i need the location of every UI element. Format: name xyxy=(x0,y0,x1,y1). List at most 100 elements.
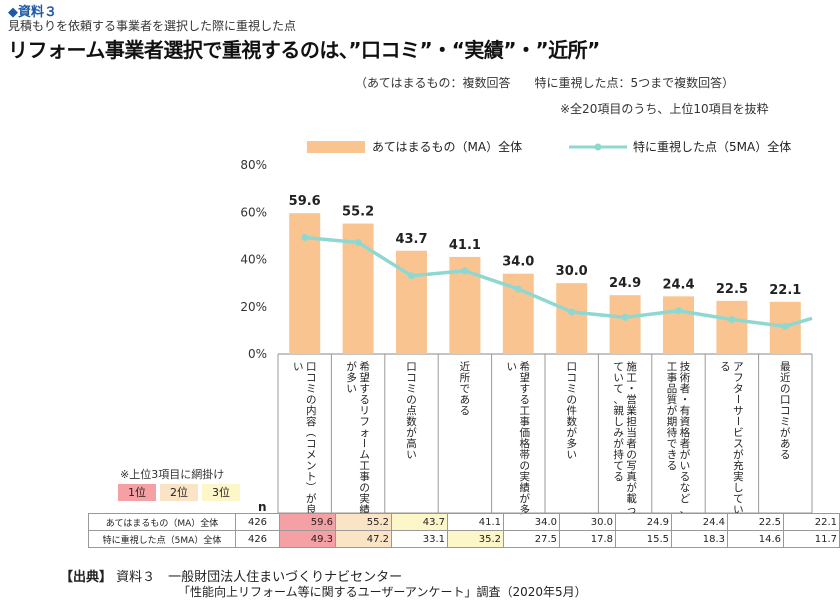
category-label-char: 望 xyxy=(359,371,370,384)
category-label-char: ス xyxy=(733,438,744,450)
category-label-char: 多 xyxy=(520,503,531,516)
category-label-char: コ xyxy=(780,405,791,417)
category-label-char: 質 xyxy=(667,393,678,406)
table-cell: 22.1 xyxy=(783,513,840,531)
category-label-char: 良 xyxy=(306,503,317,516)
table-row: あてはまるもの（MA）全体 426 59.6 55.2 43.7 41.1 34… xyxy=(88,513,840,531)
category-label-char: サ xyxy=(733,405,744,417)
category-label-char: 有 xyxy=(680,404,691,417)
category-label-char: の xyxy=(406,394,417,406)
category-label-char: 実 xyxy=(733,470,744,483)
category-label-char: 期 xyxy=(667,416,678,428)
category-label-char: コ xyxy=(306,372,317,384)
category-label-char: し xyxy=(733,482,744,494)
rank-3-box: 3位 xyxy=(202,484,240,501)
category-label-char: 績 xyxy=(520,481,531,494)
category-label-char: 、 xyxy=(680,504,691,516)
category-label-char: 施 xyxy=(626,360,637,373)
category-label-char: が xyxy=(566,426,577,439)
bar-value-label: 34.0 xyxy=(502,255,534,270)
category-label-char: 充 xyxy=(733,459,744,472)
row-n: 426 xyxy=(235,530,280,548)
category-label-char: 親 xyxy=(613,404,624,417)
category-label-char: 件 xyxy=(566,405,577,417)
category-label-char: 写 xyxy=(626,460,637,472)
category-label-char: 術 xyxy=(680,371,691,384)
data-table: あてはまるもの（MA）全体 426 59.6 55.2 43.7 41.1 34… xyxy=(88,513,840,548)
category-label-char: ど xyxy=(680,493,691,505)
table-cell: 15.5 xyxy=(615,530,672,548)
category-label-char: 業 xyxy=(626,404,637,417)
rank-1-box: 1位 xyxy=(118,484,156,501)
category-label-char: 格 xyxy=(520,437,531,450)
table-cell: 18.3 xyxy=(671,530,728,548)
answer-condition: （あてはまるもの：複数回答 特に重視した点：5つまで複数回答） xyxy=(355,76,735,90)
category-label-char: 希 xyxy=(359,360,370,373)
bar-value-label: 22.1 xyxy=(769,283,801,298)
category-label-char: 口 xyxy=(566,361,577,373)
category-label-char: の xyxy=(626,449,637,461)
table-cell: 22.5 xyxy=(727,513,784,531)
table-cell: 24.9 xyxy=(615,513,672,531)
category-label-char: る xyxy=(780,449,791,461)
category-label-char: 績 xyxy=(359,503,370,516)
table-cell: 47.2 xyxy=(335,530,392,548)
category-label-char: 口 xyxy=(780,394,791,406)
category-label-char: て xyxy=(613,361,624,373)
line-point xyxy=(675,307,682,315)
category-label-char: で xyxy=(667,438,678,450)
rank-2-box: 2位 xyxy=(160,484,198,501)
category-label-char: が xyxy=(520,492,531,505)
table-cell: 24.4 xyxy=(671,513,728,531)
source-line1: 資料３ 一般財団法人住まいづくりナビセンター xyxy=(116,570,403,585)
y-tick-label: 60% xyxy=(240,205,267,219)
source-label: 【出典】 xyxy=(60,570,113,585)
category-label-char: が xyxy=(626,481,637,494)
category-label-char: が xyxy=(346,360,357,373)
category-label-char: ー xyxy=(731,416,743,427)
table-cell: 49.3 xyxy=(279,530,336,548)
table-cell: 55.2 xyxy=(335,513,392,531)
category-label-char: が xyxy=(667,404,678,417)
bar-value-label: 55.2 xyxy=(342,205,374,220)
table-cell: 34.0 xyxy=(503,513,560,531)
category-label-char: い xyxy=(406,449,417,461)
category-label-char: 最 xyxy=(780,361,791,373)
category-label-char: る xyxy=(460,405,471,417)
category-label-char: 事 xyxy=(667,371,678,384)
category-label-char: ミ xyxy=(780,416,791,428)
category-label-char: の xyxy=(520,460,531,472)
category-label-char: が xyxy=(680,448,691,461)
bar-value-label: 24.4 xyxy=(662,277,694,292)
table-cell: 33.1 xyxy=(391,530,448,548)
category-label-char: 持 xyxy=(613,448,624,461)
table-cell: 27.5 xyxy=(503,530,560,548)
category-label-char: 望 xyxy=(520,371,531,384)
line-point xyxy=(461,267,469,275)
category-label-char: の xyxy=(359,482,370,494)
rank-shading-note: ※上位3項目に網掛け xyxy=(120,468,225,481)
bar-value-label: 30.0 xyxy=(556,264,588,279)
bar-value-label: 43.7 xyxy=(395,232,427,247)
category-label-char: い xyxy=(680,460,691,472)
category-label-char: る xyxy=(613,471,624,483)
line-point xyxy=(728,316,736,324)
category-label-char: 多 xyxy=(566,437,577,450)
category-label-char: 者 xyxy=(626,438,637,450)
bar xyxy=(609,295,641,354)
category-label-char: 口 xyxy=(406,361,417,373)
category-label-char: ー xyxy=(358,438,370,449)
category-label-char: 工 xyxy=(359,460,370,472)
page-title: リフォーム事業者選択で重視するのは、”口コミ”・“実績”・”近所” xyxy=(8,38,600,62)
category-label-char: あ xyxy=(460,394,471,406)
category-label-char: メ xyxy=(306,449,317,461)
category-label-char: 所 xyxy=(460,372,471,384)
category-label-char: な xyxy=(680,482,691,494)
category-label-char: 真 xyxy=(626,470,637,483)
category-label-char: る xyxy=(359,394,370,406)
y-tick-label: 80% xyxy=(240,158,267,172)
category-label-char: コ xyxy=(306,438,317,450)
category-label-char: で xyxy=(460,383,471,395)
category-label-char: 載 xyxy=(626,493,637,505)
